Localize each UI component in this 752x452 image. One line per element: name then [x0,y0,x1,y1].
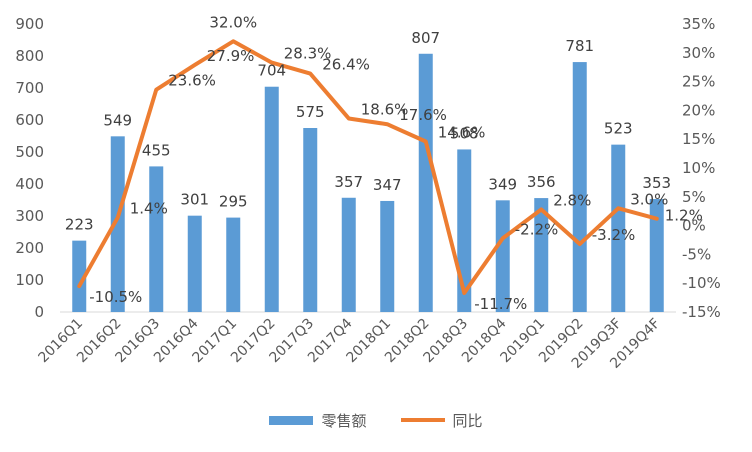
bar-data-label: 508 [450,124,479,142]
bar [110,136,125,312]
bar [187,215,202,312]
line-data-label: -3.2% [592,226,636,244]
line-data-label: 14.6% [438,124,486,142]
bar [534,198,549,312]
y-left-tick-label: 800 [15,47,44,65]
bar-data-label: 347 [373,176,402,194]
y-left-tick-label: 900 [15,15,44,33]
bar-data-label: 549 [103,111,132,129]
bar [572,62,587,312]
bar-data-label: 455 [142,141,171,159]
bar-data-label: 349 [488,175,517,193]
y-left-tick-label: 100 [15,271,44,289]
line-series [77,39,659,295]
bar-data-label: 704 [257,62,286,80]
y-right-tick-label: -15% [682,303,721,321]
line-data-label: -2.2% [515,220,559,238]
y-right-tick-label: 0% [682,217,706,235]
line-data-label: 28.3% [284,45,332,63]
y-right-tick-label: 20% [682,101,715,119]
y-left-tick-label: 300 [15,207,44,225]
bar-series [72,53,664,312]
y-right-tick-label: 5% [682,188,706,206]
y-right-tick-label: 10% [682,159,715,177]
line-data-label: 27.9% [207,47,255,65]
bar [303,128,318,312]
y-axis-left: 0 100 200 300 400 500 600 700 800 900 [15,15,44,321]
bar-data-label: 575 [296,103,325,121]
bar [611,144,626,312]
y-left-tick-label: 200 [15,239,44,257]
y-right-tick-label: 25% [682,73,715,91]
line-data-label: 1.4% [130,200,168,218]
bar [418,53,433,312]
x-axis: 2016Q12016Q22016Q32016Q42017Q12017Q22017… [35,311,676,372]
y-left-tick-label: 700 [15,79,44,97]
legend-label-bar: 零售额 [321,411,367,430]
y-right-tick-label: 30% [682,44,715,62]
legend-swatch-line [400,418,445,422]
y-left-tick-label: 600 [15,111,44,129]
y-axis-right: -15% -10% -5% 0% 5% 10% 15% 20% 25% 30% 35% [682,15,721,321]
line-data-label: 17.6% [399,106,447,124]
y-left-tick-label: 0 [34,303,44,321]
legend: 零售额 同比 [0,408,752,432]
legend-item-line: 同比 [400,410,483,431]
line-data-label: -10.5% [89,288,142,306]
line-data-label: 2.8% [553,191,591,209]
line-data-label: 3.0% [630,190,668,208]
line-data-label: 1.2% [665,207,703,225]
bar-data-label: 357 [334,173,363,191]
bar [649,199,664,312]
legend-swatch-bar [269,415,314,425]
line-data-labels: -10.5% 1.4% 23.6% 27.9% 32.0% 28.3%26.4% 18.6%… [89,13,703,313]
line-data-label: 32.0% [209,13,257,31]
legend-label-line: 同比 [452,411,483,430]
bar [341,197,356,312]
legend-item-bar: 零售额 [269,410,367,431]
y-left-tick-label: 400 [15,175,44,193]
line-data-label: 26.4% [322,56,370,74]
y-right-tick-label: -5% [682,245,711,263]
y-right-tick-label: 35% [682,15,715,33]
bar-data-labels: 223 549 455 301 295 704 575 357 347 807 508 349 356 7… [65,29,671,234]
bar [264,86,279,312]
bar [380,200,395,312]
y-left-tick-label: 500 [15,143,44,161]
line-data-label: 18.6% [361,100,409,118]
bar [226,217,241,312]
y-right-tick-label: 15% [682,130,715,148]
bar [149,166,164,312]
y-right-tick-label: -10% [682,274,721,292]
bar-data-label: 301 [180,191,209,209]
bar-data-label: 781 [565,37,594,55]
bar-data-label: 523 [604,120,633,138]
bar-data-label: 353 [642,174,671,192]
bar [72,240,87,312]
line-data-label: -11.7% [474,295,527,313]
bar [495,200,510,312]
yoy-line [77,39,659,295]
bar-data-label: 356 [527,173,556,191]
bar-data-label: 223 [65,216,94,234]
bar-data-label: 807 [411,29,440,47]
line-data-label: 23.6% [168,72,216,90]
bar-data-label: 295 [219,193,248,211]
